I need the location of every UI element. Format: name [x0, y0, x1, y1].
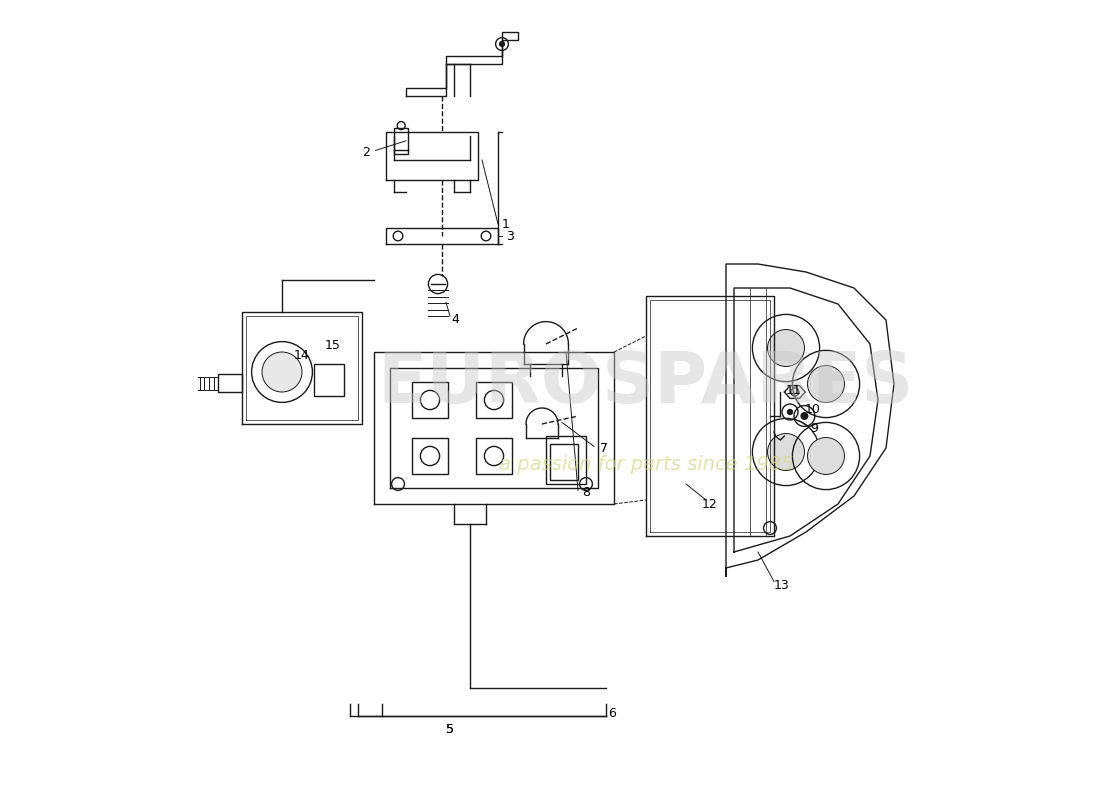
Text: 2: 2	[362, 146, 370, 158]
Bar	[476, 438, 512, 474]
Bar	[546, 436, 586, 484]
Text: EUROSPARES: EUROSPARES	[377, 350, 914, 418]
Text: 15: 15	[324, 339, 340, 352]
Text: 8: 8	[582, 486, 590, 498]
Text: 7: 7	[601, 442, 608, 454]
Text: a passion for parts since 1985: a passion for parts since 1985	[498, 454, 793, 474]
Circle shape	[768, 330, 804, 366]
Bar	[218, 374, 242, 392]
Text: 13: 13	[774, 579, 790, 592]
Text: 9: 9	[810, 422, 818, 434]
Text: 4: 4	[452, 313, 460, 326]
Bar	[314, 364, 344, 396]
Text: 3: 3	[506, 230, 514, 242]
Bar	[412, 382, 448, 418]
Text: 12: 12	[702, 498, 718, 510]
Text: 5: 5	[446, 723, 454, 736]
Circle shape	[262, 352, 303, 392]
Circle shape	[807, 366, 845, 402]
Text: 14: 14	[294, 350, 310, 362]
Circle shape	[807, 438, 845, 474]
Text: 5: 5	[446, 723, 454, 736]
Text: 10: 10	[804, 403, 821, 416]
Circle shape	[786, 409, 793, 415]
Circle shape	[499, 42, 505, 46]
Text: 11: 11	[785, 384, 801, 397]
Bar	[394, 128, 408, 154]
Bar	[412, 438, 448, 474]
Text: 6: 6	[608, 707, 616, 720]
Bar	[476, 382, 512, 418]
Circle shape	[801, 412, 808, 420]
Bar	[550, 444, 578, 480]
Text: 1: 1	[502, 218, 510, 230]
Circle shape	[768, 434, 804, 470]
